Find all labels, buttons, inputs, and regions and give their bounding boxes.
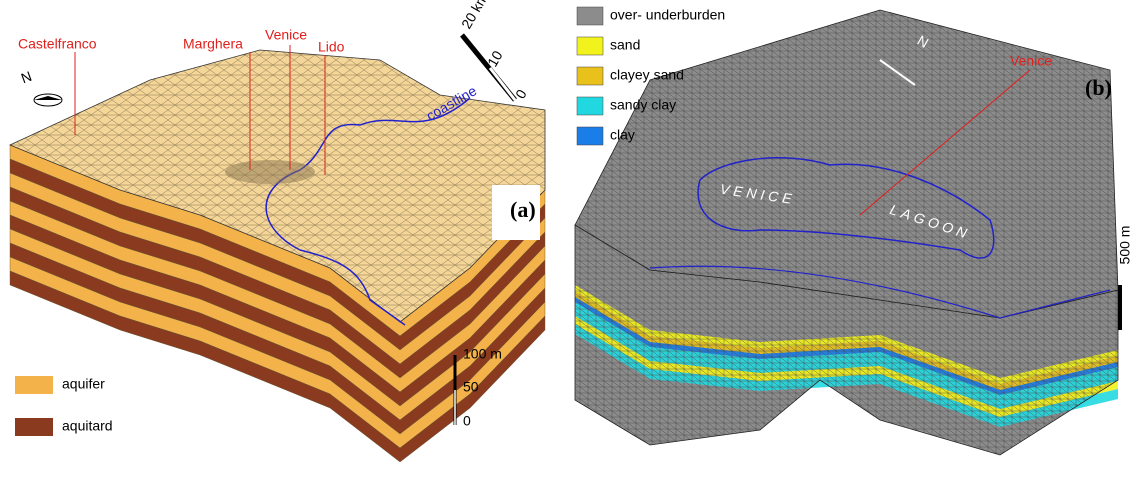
legend-label: clayey sand [610,67,684,83]
scale-label: 0 [463,413,471,429]
legend-label: aquitard [62,418,113,434]
legend-swatch [15,376,53,394]
legend: aquifer aquitard [15,376,113,436]
legend-swatch [577,67,603,85]
scale-label: 500 m [1117,226,1133,265]
north-label: N [19,68,34,86]
legend-label: sand [610,37,640,53]
legend-swatch [15,418,53,436]
scale-label: 50 [463,379,479,395]
place-label: Castelfranco [18,36,97,52]
legend-label: sandy clay [610,97,676,113]
legend-label: over- underburden [610,7,725,23]
legend-swatch [577,37,603,55]
mesh-refinement [225,160,315,184]
place-label: Venice [1010,53,1052,69]
scale-label: 20 km [458,0,491,31]
figure: Castelfranco Marghera Venice Lido coastl… [0,0,1138,496]
place-label: Marghera [183,36,243,52]
legend-swatch [577,127,603,145]
panel-a-block [10,50,545,462]
place-label: Venice [265,27,307,43]
panel-label: (a) [510,197,536,222]
legend-label: clay [610,127,635,143]
scale-bar [490,68,515,100]
legend-swatch [577,97,603,115]
place-label: Lido [318,39,345,55]
scale-label: 100 m [463,346,502,362]
legend-label: aquifer [62,376,105,392]
legend-swatch [577,7,603,25]
panel-label: (b) [1085,75,1112,100]
